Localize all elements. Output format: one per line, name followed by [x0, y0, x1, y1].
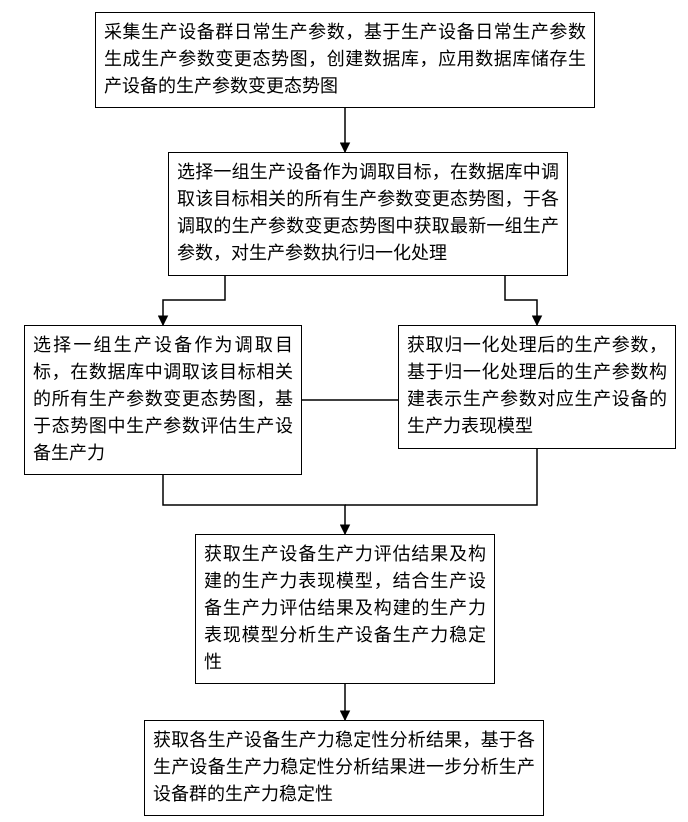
flow-node-4: 获取归一化处理后的生产参数，基于归一化处理后的生产参数构建表示生产参数对应生产设… — [398, 325, 676, 449]
flow-node-5: 获取生产设备生产力评估结果及构建的生产力表现模型，结合生产设备生产力评估结果及构… — [195, 534, 495, 684]
node-text: 选择一组生产设备作为调取目标，在数据库中调取该目标相关的所有生产参数变更态势图，… — [177, 162, 559, 263]
flow-node-2: 选择一组生产设备作为调取目标，在数据库中调取该目标相关的所有生产参数变更态势图，… — [168, 152, 568, 276]
edge-3-5 — [163, 475, 345, 534]
edge-4-5 — [345, 449, 537, 505]
flow-node-1: 采集生产设备群日常生产参数，基于生产设备日常生产参数生成生产参数变更态势图，创建… — [95, 12, 595, 108]
edge-2-4 — [505, 276, 537, 325]
flow-node-6: 获取各生产设备生产力稳定性分析结果，基于各生产设备生产力稳定性分析结果进一步分析… — [144, 720, 544, 816]
node-text: 获取归一化处理后的生产参数，基于归一化处理后的生产参数构建表示生产参数对应生产设… — [407, 335, 667, 436]
flow-node-3: 选择一组生产设备作为调取目标，在数据库中调取该目标相关的所有生产参数变更态势图，… — [24, 325, 302, 475]
edge-2-3 — [163, 276, 225, 325]
node-text: 获取生产设备生产力评估结果及构建的生产力表现模型，结合生产设备生产力评估结果及构… — [204, 544, 486, 672]
node-text: 选择一组生产设备作为调取目标，在数据库中调取该目标相关的所有生产参数变更态势图，… — [33, 335, 293, 463]
node-text: 采集生产设备群日常生产参数，基于生产设备日常生产参数生成生产参数变更态势图，创建… — [104, 22, 586, 96]
node-text: 获取各生产设备生产力稳定性分析结果，基于各生产设备生产力稳定性分析结果进一步分析… — [153, 730, 535, 804]
